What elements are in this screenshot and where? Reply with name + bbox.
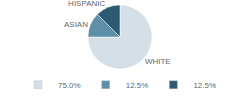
svg-text:HISPANIC: HISPANIC — [68, 0, 105, 8]
svg-text:12.5%: 12.5% — [193, 81, 216, 90]
svg-text:ASIAN: ASIAN — [64, 20, 88, 29]
svg-text:12.5%: 12.5% — [126, 81, 149, 90]
svg-text:WHITE: WHITE — [145, 57, 171, 66]
svg-text:75.0%: 75.0% — [58, 81, 81, 90]
